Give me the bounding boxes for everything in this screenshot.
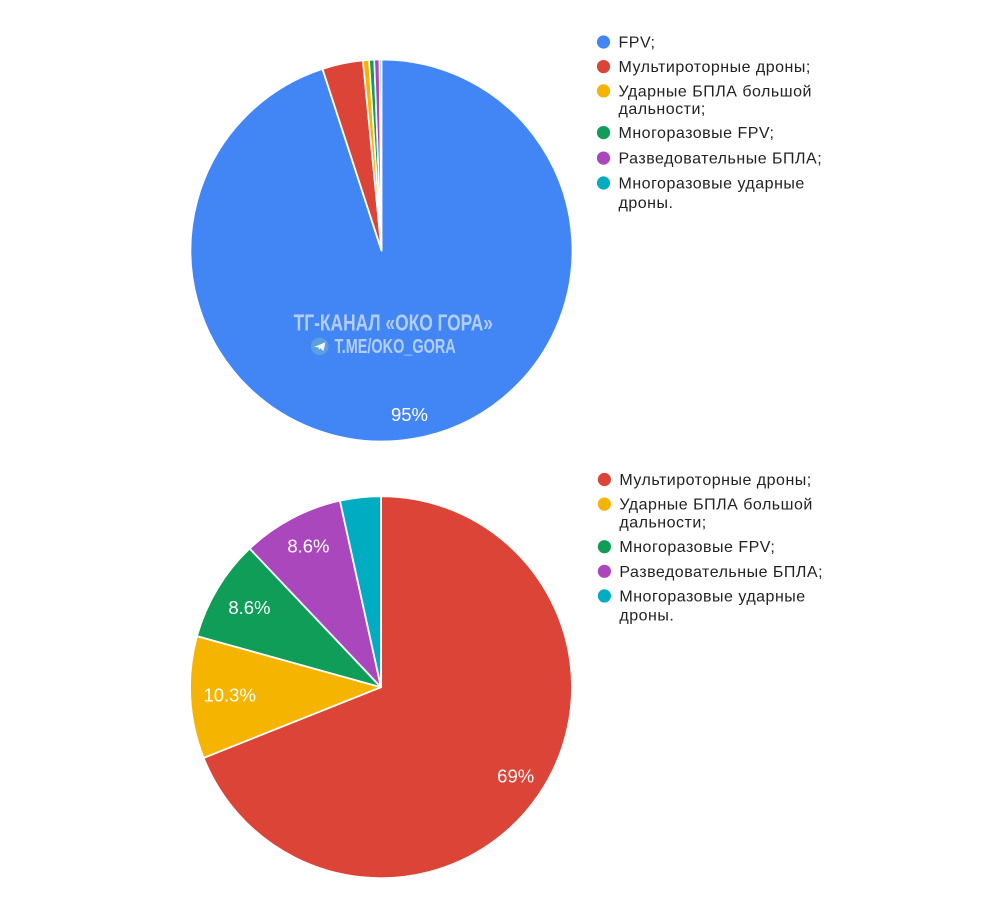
svg-text:Ударные БПЛА большой: Ударные БПЛА большой (619, 83, 812, 100)
svg-text:Многоразовые ударные: Многоразовые ударные (619, 176, 805, 193)
svg-text:10.3%: 10.3% (203, 685, 255, 706)
svg-text:Т.ME/OKO_GORA: Т.ME/OKO_GORA (335, 335, 457, 358)
svg-text:дальности;: дальности; (619, 515, 706, 532)
svg-text:Многоразовые FPV;: Многоразовые FPV; (619, 125, 775, 142)
svg-text:ТГ-КАНАЛ «ОКО ГОРА»: ТГ-КАНАЛ «ОКО ГОРА» (294, 310, 493, 336)
svg-text:дроны.: дроны. (619, 608, 674, 625)
svg-text:Разведовательные БПЛА;: Разведовательные БПЛА; (619, 151, 823, 168)
svg-text:8.6%: 8.6% (228, 597, 270, 618)
svg-text:Разведовательные БПЛА;: Разведовательные БПЛА; (619, 564, 823, 581)
svg-text:FPV;: FPV; (619, 35, 656, 52)
svg-text:8.6%: 8.6% (287, 536, 329, 557)
svg-text:Мультироторные дроны;: Мультироторные дроны; (619, 59, 811, 76)
svg-text:Многоразовые FPV;: Многоразовые FPV; (619, 539, 775, 556)
svg-text:95%: 95% (391, 404, 428, 425)
svg-text:дальности;: дальности; (619, 101, 706, 118)
svg-text:69%: 69% (497, 765, 534, 786)
svg-text:Ударные БПЛА большой: Ударные БПЛА большой (619, 497, 812, 514)
svg-text:Многоразовые ударные: Многоразовые ударные (619, 588, 805, 605)
svg-text:Мультироторные дроны;: Мультироторные дроны; (619, 472, 811, 489)
svg-text:дроны.: дроны. (619, 195, 674, 212)
